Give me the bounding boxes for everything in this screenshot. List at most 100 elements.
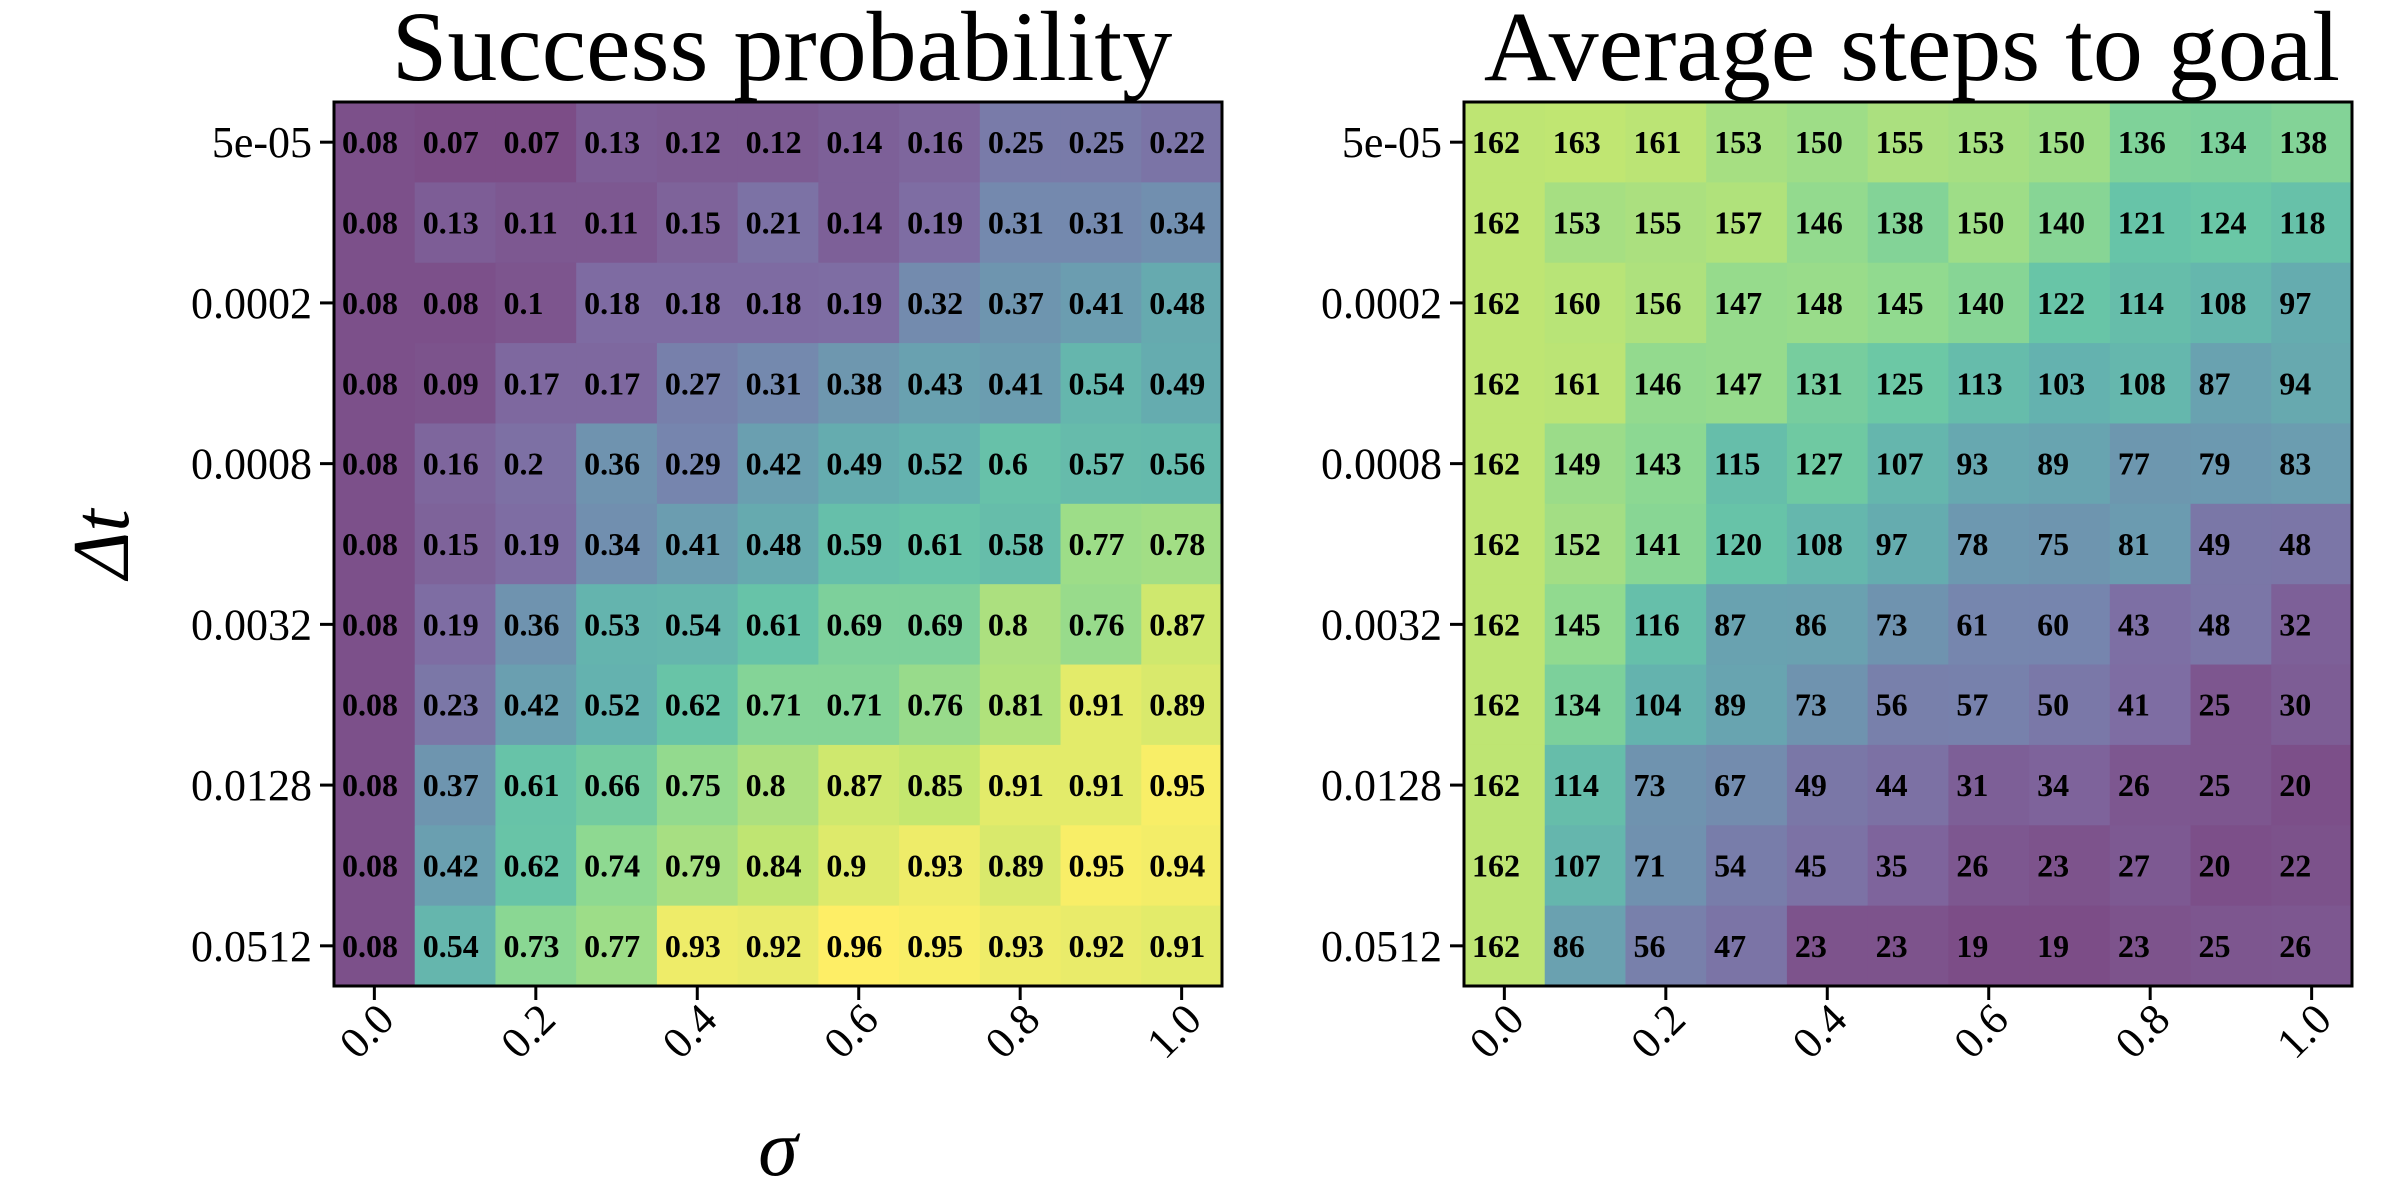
steps-cell-label-r5-c0: 162 [1472, 526, 1520, 562]
steps-cell-label-r8-c5: 44 [1876, 767, 1908, 803]
success-cell-label-r6-c0: 0.08 [342, 606, 398, 642]
success-cell-label-r4-c4: 0.29 [665, 446, 721, 482]
success-y-axis-label: Δt [58, 508, 146, 582]
steps-cell-r2-c7 [2029, 262, 2111, 344]
steps-cell-r7-c4 [1786, 664, 1869, 746]
steps-cell-r10-c10 [2271, 905, 2353, 987]
success-cell-label-r6-c7: 0.69 [907, 606, 963, 642]
steps-cell-label-r10-c1: 86 [1553, 928, 1585, 964]
steps-cell-label-r1-c4: 146 [1795, 205, 1843, 241]
success-cell-label-r10-c0: 0.08 [342, 928, 398, 964]
steps-cell-r3-c1 [1544, 343, 1627, 425]
success-heatmap-panel: Success probability 0.08 0.07 0.07 0.13 0.12… [58, 0, 1224, 1193]
steps-y-tick-label: 5e-05 [1342, 118, 1442, 167]
success-cell-label-r2-c8: 0.37 [988, 285, 1044, 321]
steps-cell-label-r6-c7: 60 [2037, 606, 2069, 642]
steps-cell-label-r3-c7: 103 [2037, 365, 2085, 401]
steps-heatmap-panel: Average steps to goal 162 163 161 153 150 155… [1321, 0, 2354, 1068]
steps-cell-r6-c3 [1706, 584, 1788, 666]
steps-cell-label-r7-c9: 25 [2199, 687, 2231, 723]
success-cell-r9-c5 [737, 825, 819, 907]
success-cell-r1-c8 [979, 182, 1062, 264]
steps-cell-label-r0-c5: 155 [1876, 124, 1924, 160]
steps-cell-r2-c10 [2271, 262, 2353, 344]
success-cell-label-r0-c9: 0.25 [1069, 124, 1125, 160]
success-cell-label-r6-c4: 0.54 [665, 606, 721, 642]
steps-cell-r1-c5 [1867, 182, 1949, 264]
success-cell-r1-c2 [495, 182, 577, 264]
success-cell-r7-c1 [414, 664, 497, 746]
success-cell-r6-c0 [334, 584, 416, 666]
success-cell-label-r1-c0: 0.08 [342, 205, 398, 241]
success-cell-r10-c7 [899, 905, 981, 987]
success-cell-label-r8-c10: 0.95 [1149, 767, 1205, 803]
success-cell-r1-c0 [334, 182, 416, 264]
success-cell-r4-c2 [495, 423, 577, 505]
success-cell-r7-c8 [979, 664, 1062, 746]
success-cell-r8-c8 [979, 744, 1062, 826]
success-cell-r3-c3 [576, 343, 658, 425]
success-cell-label-r0-c4: 0.12 [665, 124, 721, 160]
success-cell-r5-c2 [495, 503, 577, 585]
success-cell-r3-c10 [1141, 343, 1223, 425]
success-cell-r3-c4 [656, 343, 739, 425]
steps-cell-r3-c9 [2190, 343, 2272, 425]
steps-cell-label-r10-c8: 23 [2118, 928, 2150, 964]
steps-cell-r8-c9 [2190, 744, 2272, 826]
steps-cell-r8-c8 [2109, 744, 2192, 826]
steps-cell-label-r3-c3: 147 [1714, 365, 1762, 401]
success-cell-label-r10-c7: 0.95 [907, 928, 963, 964]
success-cell-label-r0-c3: 0.13 [584, 124, 640, 160]
success-cell-r5-c0 [334, 503, 416, 585]
success-cell-label-r7-c3: 0.52 [584, 687, 640, 723]
success-cell-label-r7-c0: 0.08 [342, 687, 398, 723]
success-cell-r4-c3 [576, 423, 658, 505]
success-cell-label-r0-c10: 0.22 [1149, 124, 1205, 160]
success-cell-r1-c4 [656, 182, 739, 264]
steps-cell-r8-c5 [1867, 744, 1949, 826]
success-cell-r0-c2 [495, 102, 577, 183]
steps-cell-label-r1-c7: 140 [2037, 205, 2085, 241]
success-cell-label-r9-c4: 0.79 [665, 847, 721, 883]
success-cell-label-r7-c2: 0.42 [503, 687, 559, 723]
success-cell-label-r2-c7: 0.32 [907, 285, 963, 321]
success-cell-label-r4-c7: 0.52 [907, 446, 963, 482]
success-cell-r1-c10 [1141, 182, 1223, 264]
steps-cell-label-r3-c4: 131 [1795, 365, 1843, 401]
success-cell-label-r4-c0: 0.08 [342, 446, 398, 482]
success-cell-label-r5-c9: 0.77 [1069, 526, 1125, 562]
success-cell-label-r8-c7: 0.85 [907, 767, 963, 803]
success-cell-r10-c1 [414, 905, 497, 987]
success-cell-label-r7-c8: 0.81 [988, 687, 1044, 723]
success-cell-label-r1-c1: 0.13 [423, 205, 479, 241]
success-cell-label-r4-c1: 0.16 [423, 446, 479, 482]
steps-cell-r4-c6 [1948, 423, 2030, 505]
success-cell-r6-c6 [818, 584, 900, 666]
steps-cell-label-r8-c4: 49 [1795, 767, 1827, 803]
steps-cell-r8-c0 [1464, 744, 1546, 826]
steps-cell-label-r0-c8: 136 [2118, 124, 2166, 160]
success-cell-label-r0-c8: 0.25 [988, 124, 1044, 160]
steps-cell-r10-c6 [1948, 905, 2030, 987]
success-cell-label-r4-c6: 0.49 [826, 446, 882, 482]
steps-cell-label-r4-c2: 143 [1633, 446, 1681, 482]
steps-cell-label-r8-c7: 34 [2037, 767, 2069, 803]
success-cell-label-r9-c5: 0.84 [746, 847, 802, 883]
success-cell-label-r2-c2: 0.1 [503, 285, 543, 321]
steps-heatmap-frame [1462, 100, 2354, 988]
success-cell-r0-c5 [737, 102, 819, 183]
success-cell-label-r1-c8: 0.31 [988, 205, 1044, 241]
success-cell-label-r5-c1: 0.15 [423, 526, 479, 562]
success-cell-r8-c1 [414, 744, 497, 826]
success-cell-label-r7-c4: 0.62 [665, 687, 721, 723]
steps-cell-label-r3-c6: 113 [1956, 365, 2002, 401]
success-cell-r2-c10 [1141, 262, 1223, 344]
success-cell-r10-c9 [1060, 905, 1142, 987]
steps-cell-label-r3-c1: 161 [1553, 365, 1601, 401]
success-cell-r8-c3 [576, 744, 658, 826]
success-cell-r10-c10 [1141, 905, 1223, 987]
success-cell-label-r6-c3: 0.53 [584, 606, 640, 642]
success-cell-label-r8-c6: 0.87 [826, 767, 882, 803]
steps-cell-r4-c0 [1464, 423, 1546, 505]
success-cell-label-r4-c8: 0.6 [988, 446, 1028, 482]
